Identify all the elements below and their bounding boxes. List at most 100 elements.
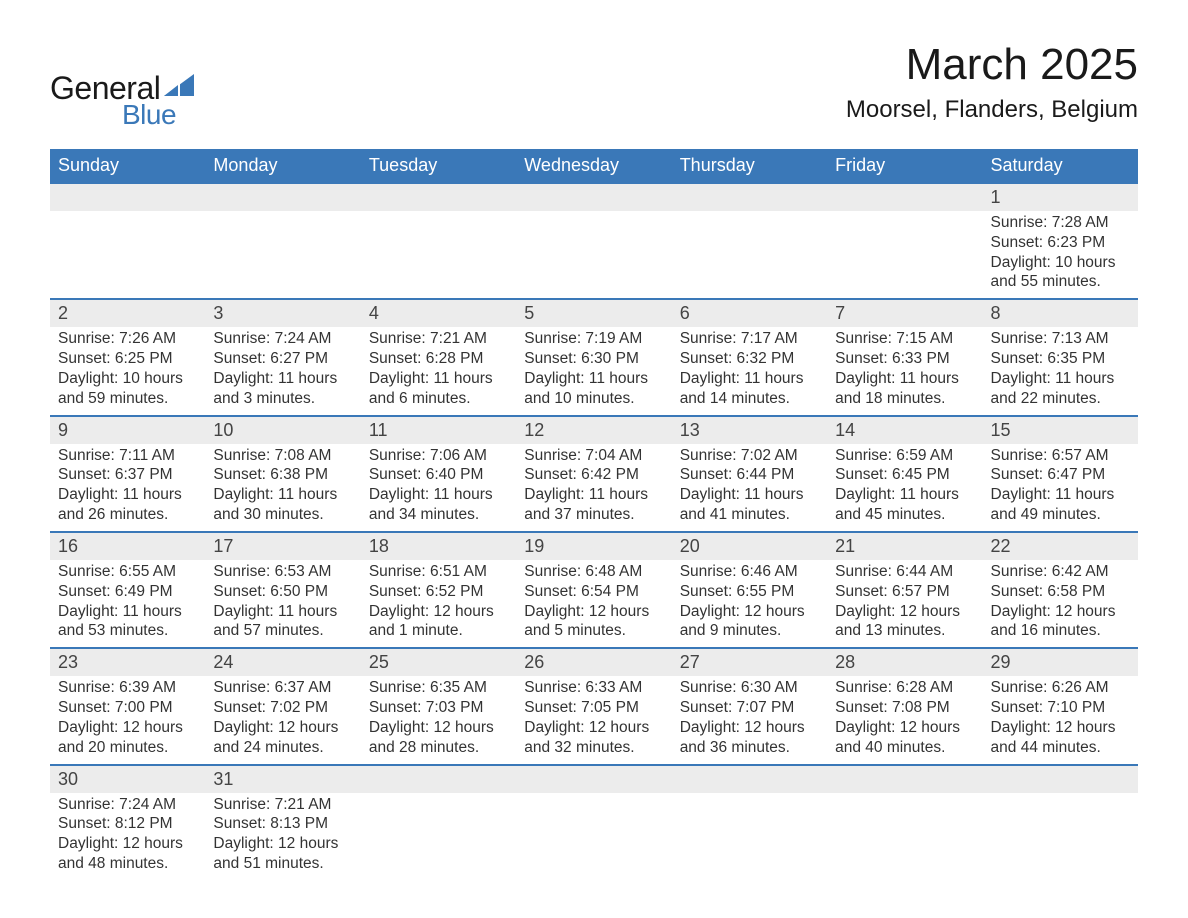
daylight-text-2: and 18 minutes.: [835, 389, 974, 409]
sunset-text: Sunset: 6:33 PM: [835, 349, 974, 369]
day-detail-cell: [361, 211, 516, 299]
day-number-row: 9101112131415: [50, 416, 1138, 444]
day-number-cell: 6: [672, 299, 827, 327]
day-header: Friday: [827, 149, 982, 183]
day-detail-cell: [205, 211, 360, 299]
sunrise-text: Sunrise: 7:21 AM: [369, 329, 508, 349]
daylight-text-2: and 55 minutes.: [991, 272, 1130, 292]
location: Moorsel, Flanders, Belgium: [846, 96, 1138, 124]
sunrise-text: Sunrise: 6:30 AM: [680, 678, 819, 698]
daylight-text-2: and 48 minutes.: [58, 854, 197, 874]
day-detail-cell: [516, 211, 671, 299]
daylight-text-2: and 49 minutes.: [991, 505, 1130, 525]
day-number-cell: 22: [983, 532, 1138, 560]
day-number-cell: 4: [361, 299, 516, 327]
day-number-cell: 25: [361, 648, 516, 676]
sunset-text: Sunset: 6:23 PM: [991, 233, 1130, 253]
daylight-text-1: Daylight: 11 hours: [680, 485, 819, 505]
month-title: March 2025: [846, 40, 1138, 90]
daylight-text-2: and 26 minutes.: [58, 505, 197, 525]
calendar-table: Sunday Monday Tuesday Wednesday Thursday…: [50, 149, 1138, 880]
daylight-text-2: and 10 minutes.: [524, 389, 663, 409]
day-detail-cell: Sunrise: 6:44 AMSunset: 6:57 PMDaylight:…: [827, 560, 982, 648]
day-detail-cell: Sunrise: 6:59 AMSunset: 6:45 PMDaylight:…: [827, 444, 982, 532]
sunset-text: Sunset: 6:44 PM: [680, 465, 819, 485]
sunrise-text: Sunrise: 6:42 AM: [991, 562, 1130, 582]
sunset-text: Sunset: 6:27 PM: [213, 349, 352, 369]
sunrise-text: Sunrise: 7:19 AM: [524, 329, 663, 349]
day-detail-cell: Sunrise: 7:17 AMSunset: 6:32 PMDaylight:…: [672, 327, 827, 415]
day-detail-cell: [827, 211, 982, 299]
sunrise-text: Sunrise: 7:13 AM: [991, 329, 1130, 349]
day-number-row: 2345678: [50, 299, 1138, 327]
daylight-text-2: and 30 minutes.: [213, 505, 352, 525]
day-number-row: 16171819202122: [50, 532, 1138, 560]
sunset-text: Sunset: 8:12 PM: [58, 814, 197, 834]
day-detail-cell: Sunrise: 6:35 AMSunset: 7:03 PMDaylight:…: [361, 676, 516, 764]
day-detail-cell: [516, 793, 671, 880]
day-detail-cell: Sunrise: 6:33 AMSunset: 7:05 PMDaylight:…: [516, 676, 671, 764]
sunrise-text: Sunrise: 6:44 AM: [835, 562, 974, 582]
sunrise-text: Sunrise: 7:15 AM: [835, 329, 974, 349]
daylight-text-2: and 34 minutes.: [369, 505, 508, 525]
daylight-text-1: Daylight: 11 hours: [58, 602, 197, 622]
daylight-text-2: and 53 minutes.: [58, 621, 197, 641]
daylight-text-1: Daylight: 12 hours: [213, 834, 352, 854]
day-number-cell: 23: [50, 648, 205, 676]
day-header: Sunday: [50, 149, 205, 183]
day-header: Monday: [205, 149, 360, 183]
sunset-text: Sunset: 6:45 PM: [835, 465, 974, 485]
sunset-text: Sunset: 7:10 PM: [991, 698, 1130, 718]
sunset-text: Sunset: 6:50 PM: [213, 582, 352, 602]
day-number-cell: 8: [983, 299, 1138, 327]
sunset-text: Sunset: 6:55 PM: [680, 582, 819, 602]
daylight-text-1: Daylight: 10 hours: [991, 253, 1130, 273]
sunrise-text: Sunrise: 7:26 AM: [58, 329, 197, 349]
sunrise-text: Sunrise: 7:24 AM: [58, 795, 197, 815]
daylight-text-2: and 13 minutes.: [835, 621, 974, 641]
day-detail-cell: Sunrise: 6:30 AMSunset: 7:07 PMDaylight:…: [672, 676, 827, 764]
day-detail-cell: [50, 211, 205, 299]
daylight-text-2: and 51 minutes.: [213, 854, 352, 874]
sunrise-text: Sunrise: 6:26 AM: [991, 678, 1130, 698]
daylight-text-2: and 44 minutes.: [991, 738, 1130, 758]
daylight-text-2: and 37 minutes.: [524, 505, 663, 525]
day-detail-cell: Sunrise: 6:51 AMSunset: 6:52 PMDaylight:…: [361, 560, 516, 648]
sunset-text: Sunset: 6:42 PM: [524, 465, 663, 485]
day-number-cell: 26: [516, 648, 671, 676]
daylight-text-1: Daylight: 11 hours: [991, 369, 1130, 389]
day-number-cell: 18: [361, 532, 516, 560]
day-header: Thursday: [672, 149, 827, 183]
daylight-text-2: and 45 minutes.: [835, 505, 974, 525]
daylight-text-2: and 6 minutes.: [369, 389, 508, 409]
daylight-text-1: Daylight: 12 hours: [991, 602, 1130, 622]
sunset-text: Sunset: 6:32 PM: [680, 349, 819, 369]
day-number-cell: 19: [516, 532, 671, 560]
sunset-text: Sunset: 6:40 PM: [369, 465, 508, 485]
daylight-text-1: Daylight: 11 hours: [524, 369, 663, 389]
day-number-cell: 10: [205, 416, 360, 444]
day-number-cell: 27: [672, 648, 827, 676]
sunrise-text: Sunrise: 7:02 AM: [680, 446, 819, 466]
day-number-cell: 28: [827, 648, 982, 676]
daylight-text-2: and 9 minutes.: [680, 621, 819, 641]
daylight-text-2: and 36 minutes.: [680, 738, 819, 758]
sunset-text: Sunset: 6:30 PM: [524, 349, 663, 369]
day-number-cell: 20: [672, 532, 827, 560]
day-detail-cell: Sunrise: 7:24 AMSunset: 8:12 PMDaylight:…: [50, 793, 205, 880]
day-detail-cell: Sunrise: 7:04 AMSunset: 6:42 PMDaylight:…: [516, 444, 671, 532]
day-detail-row: Sunrise: 6:39 AMSunset: 7:00 PMDaylight:…: [50, 676, 1138, 764]
day-detail-cell: Sunrise: 7:26 AMSunset: 6:25 PMDaylight:…: [50, 327, 205, 415]
day-detail-cell: Sunrise: 6:28 AMSunset: 7:08 PMDaylight:…: [827, 676, 982, 764]
day-header-row: Sunday Monday Tuesday Wednesday Thursday…: [50, 149, 1138, 183]
daylight-text-2: and 59 minutes.: [58, 389, 197, 409]
sunrise-text: Sunrise: 7:24 AM: [213, 329, 352, 349]
sunrise-text: Sunrise: 6:55 AM: [58, 562, 197, 582]
daylight-text-1: Daylight: 12 hours: [369, 718, 508, 738]
day-number-row: 3031: [50, 765, 1138, 793]
day-number-cell: 16: [50, 532, 205, 560]
daylight-text-1: Daylight: 12 hours: [369, 602, 508, 622]
day-number-cell: 12: [516, 416, 671, 444]
sunset-text: Sunset: 7:02 PM: [213, 698, 352, 718]
day-detail-cell: Sunrise: 7:08 AMSunset: 6:38 PMDaylight:…: [205, 444, 360, 532]
